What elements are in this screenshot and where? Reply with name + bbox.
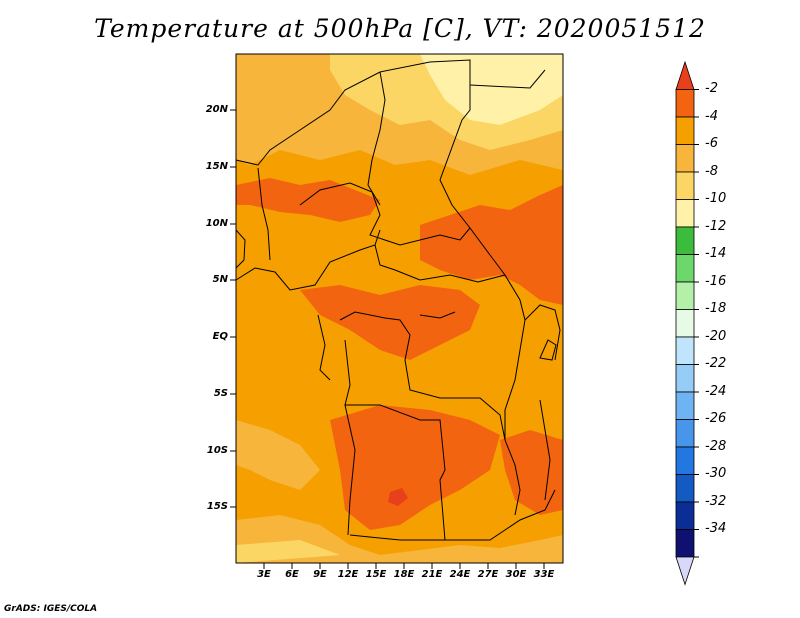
lon-label: 3E [257,569,271,580]
colorbar-swatch [675,336,695,365]
lat-label: 15N [205,161,228,172]
lon-label: 27E [477,569,499,580]
field-region-north-lightest [420,54,563,125]
colorbar-swatch [675,226,695,255]
lat-label: EQ [212,331,228,342]
colorbar-label: -24 [705,384,727,399]
colorbar-label: -18 [705,301,727,316]
lon-label: 24E [449,569,471,580]
field-region-south-edge-lighter [236,540,340,563]
lat-label: 5S [213,388,228,399]
colorbar-swatch [675,171,695,200]
lat-label: 20N [205,104,228,115]
colorbar-swatch [675,281,695,310]
colorbar-swatch [675,529,695,558]
lon-label: 18E [393,569,415,580]
colorbar-top-triangle [675,60,695,90]
field-region-south-warm [330,405,500,530]
footer-credit: GrADS: IGES/COLA [4,604,98,614]
colorbar-label: -12 [705,219,727,234]
colorbar-swatch [675,89,695,118]
colorbar-label: -2 [705,81,718,96]
colorbar-label: -4 [705,109,718,124]
field-region-east-warm [420,185,563,305]
lon-label: 30E [505,569,527,580]
map-frame [235,53,564,564]
colorbar [675,60,699,586]
lat-label: 5N [212,274,228,285]
colorbar-label: -26 [705,411,727,426]
colorbar-swatch [675,144,695,173]
colorbar-label: -34 [705,521,727,536]
colorbar-label: -28 [705,439,727,454]
colorbar-swatch [675,446,695,475]
lon-label: 12E [337,569,359,580]
colorbar-label: -10 [705,191,727,206]
colorbar-swatch [675,309,695,338]
colorbar-label: -30 [705,466,727,481]
chart-title: Temperature at 500hPa [C], VT: 202005151… [94,14,706,43]
field-region-central-warm [300,285,480,360]
lon-label: 15E [365,569,387,580]
field-region-hotspot [388,488,408,506]
field-region-sahel-warm [236,178,380,222]
colorbar-label: -22 [705,356,727,371]
colorbar-swatch [675,501,695,530]
lat-label: 15S [206,501,228,512]
lat-tick-marks [230,109,236,508]
colorbar-swatch [675,391,695,420]
lat-label: 10S [206,445,228,456]
lon-label: 6E [285,569,299,580]
lon-label: 9E [313,569,327,580]
country-borders [235,59,561,541]
lon-tick-marks [263,563,545,569]
lon-label: 33E [533,569,555,580]
lat-label: 10N [205,218,228,229]
colorbar-label: -32 [705,494,727,509]
field-region-southwest-light [236,420,320,490]
colorbar-label: -14 [705,246,727,261]
colorbar-swatch [675,199,695,228]
colorbar-label: -6 [705,136,718,151]
colorbar-swatch [675,474,695,503]
colorbar-swatch [675,254,695,283]
colorbar-bottom-triangle [675,556,695,586]
colorbar-swatch [675,116,695,145]
lon-label: 21E [421,569,443,580]
colorbar-swatch [675,364,695,393]
colorbar-label: -8 [705,164,718,179]
colorbar-swatch [675,419,695,448]
colorbar-label: -20 [705,329,727,344]
colorbar-label: -16 [705,274,727,289]
field-region-southeast-warm [500,430,563,515]
